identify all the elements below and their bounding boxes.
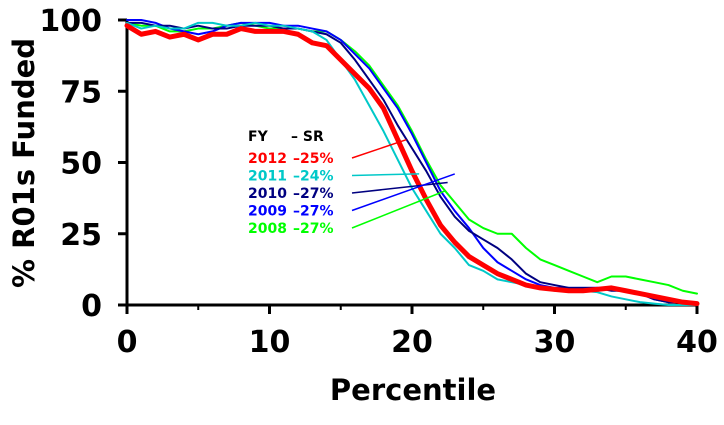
y-tick-label: 75 <box>60 75 102 110</box>
x-tick-label: 0 <box>117 325 138 360</box>
legend-header-sr: – SR <box>291 129 324 145</box>
legend-header-fy: FY <box>248 129 269 145</box>
y-axis-title: % R01s Funded <box>7 38 41 288</box>
legend-sr-2009: –27% <box>293 204 334 220</box>
legend-leader-2010 <box>351 181 448 194</box>
legend-year-2011: 2011 <box>248 169 287 185</box>
series-line-2009 <box>126 19 698 306</box>
legend-sr-2008: –27% <box>293 221 334 237</box>
legend-year-2009: 2009 <box>248 204 287 220</box>
series-line-2008 <box>126 21 698 295</box>
x-axis-title: Percentile <box>330 373 496 407</box>
axes: 0 10 20 30 40 0 25 50 75 100 <box>39 4 718 360</box>
x-tick-label: 30 <box>534 325 576 360</box>
legend-year-2012: 2012 <box>248 151 287 167</box>
series-layer <box>124 19 700 307</box>
legend-sr-2012: –25% <box>293 151 334 167</box>
y-tick-label: 100 <box>39 4 102 39</box>
x-tick-label: 20 <box>391 325 433 360</box>
y-tick-label: 25 <box>60 218 102 253</box>
x-tick-label: 10 <box>249 325 291 360</box>
legend-leader-2008 <box>351 190 446 229</box>
legend-year-2010: 2010 <box>248 186 287 202</box>
legend-sr-2010: –27% <box>293 186 334 202</box>
series-line-2011 <box>126 21 698 306</box>
legend-leader-2012 <box>351 138 407 159</box>
y-tick-label: 0 <box>81 289 102 324</box>
legend-year-2008: 2008 <box>248 221 287 237</box>
x-tick-label: 40 <box>676 325 718 360</box>
y-tick-label: 50 <box>60 147 102 182</box>
legend-sr-2011: –24% <box>293 169 334 185</box>
series-line-2010 <box>126 21 698 306</box>
legend-leader-2009 <box>351 173 456 212</box>
legend-leader-2011 <box>351 173 420 177</box>
series-line-2012 <box>124 23 700 307</box>
